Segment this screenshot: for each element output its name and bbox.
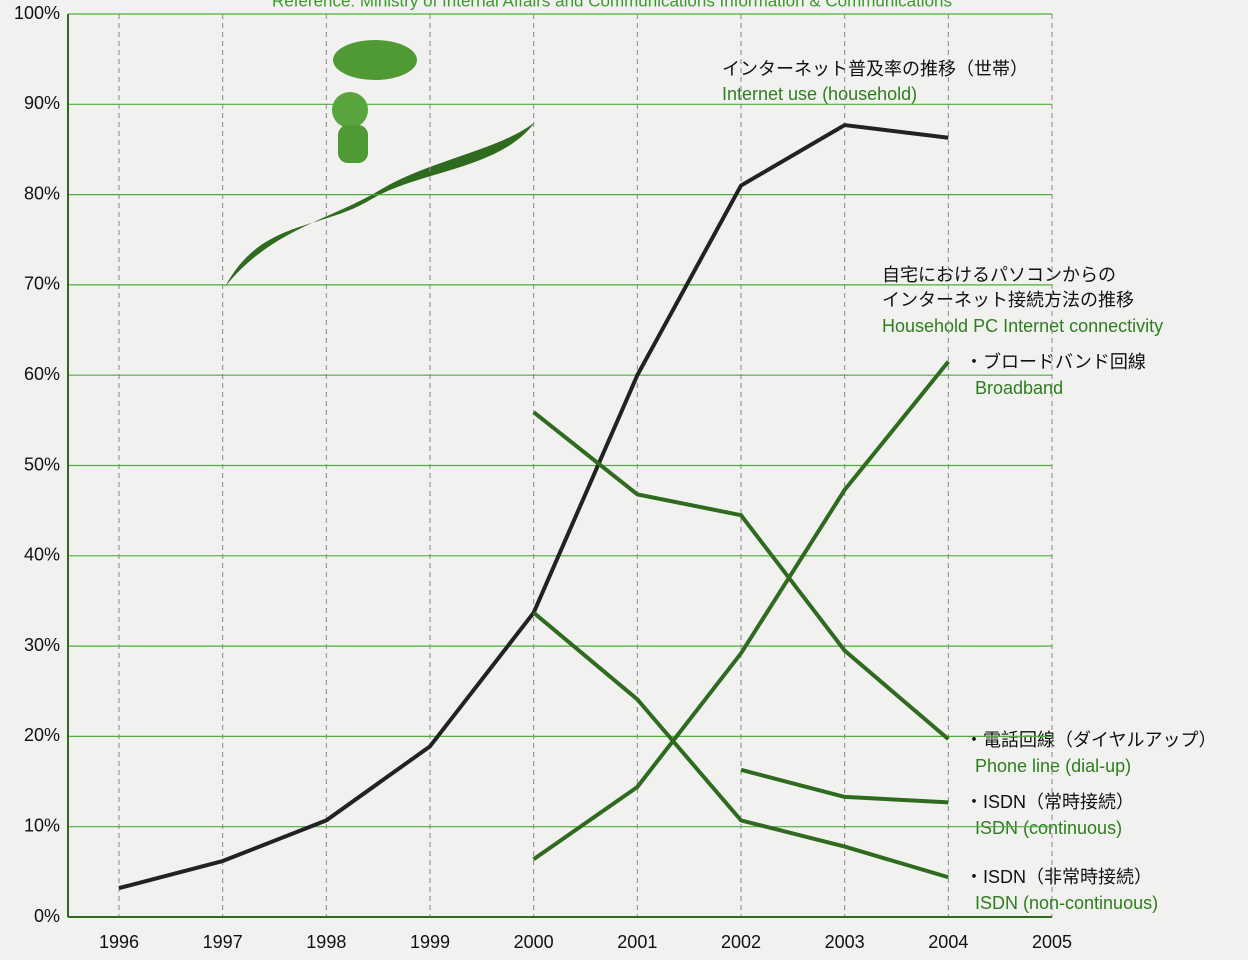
mascot-body xyxy=(338,125,368,163)
y-tick-label: 90% xyxy=(24,93,60,113)
group-title-ja: 自宅におけるパソコンからの xyxy=(882,265,1116,285)
x-tick-label: 2005 xyxy=(1032,932,1072,952)
group-title: Household PC Internet connectivity xyxy=(882,316,1163,336)
series-label: ISDN (non-continuous) xyxy=(975,893,1158,913)
series-label-ja: ・ブロードバンド回線 xyxy=(965,351,1146,372)
y-tick-label: 80% xyxy=(24,183,60,203)
series-label: Internet use (household) xyxy=(722,84,917,104)
x-tick-label: 1997 xyxy=(203,932,243,952)
chart: Reference: Ministry of Internal Affairs … xyxy=(0,0,1248,960)
series-label-ja: ・ISDN（非常時接続） xyxy=(965,867,1152,887)
y-tick-label: 0% xyxy=(34,906,60,926)
page: {"chart_data": {"type": "line", "source"… xyxy=(0,0,1248,960)
y-tick-label: 30% xyxy=(24,635,60,655)
y-tick-label: 40% xyxy=(24,545,60,565)
leaf-decoration xyxy=(225,122,535,287)
x-tick-label: 2002 xyxy=(721,932,761,952)
x-tick-label: 1999 xyxy=(410,932,450,952)
series-label-ja: インターネット普及率の推移（世帯） xyxy=(722,59,1028,79)
group-title-ja: インターネット接続方法の推移 xyxy=(882,290,1134,310)
x-tick-label: 2003 xyxy=(825,932,865,952)
mascot-decoration xyxy=(332,92,368,128)
y-tick-label: 50% xyxy=(24,454,60,474)
x-tick-label: 2001 xyxy=(617,932,657,952)
x-tick-label: 1996 xyxy=(99,932,139,952)
series-label-ja: ・電話回線（ダイヤルアップ） xyxy=(965,730,1216,750)
series-label-ja: ・ISDN（常時接続） xyxy=(965,792,1134,812)
y-tick-label: 70% xyxy=(24,274,60,294)
y-tick-label: 20% xyxy=(24,725,60,745)
y-tick-label: 10% xyxy=(24,815,60,835)
x-tick-label: 2004 xyxy=(928,932,968,952)
series-label: Phone line (dial-up) xyxy=(975,756,1131,776)
y-tick-label: 100% xyxy=(14,3,60,23)
series-label: ISDN (continuous) xyxy=(975,818,1122,838)
source-note: Reference: Ministry of Internal Affairs … xyxy=(272,0,952,10)
parachute-decoration xyxy=(333,40,417,80)
series-label: Broadband xyxy=(975,378,1063,398)
x-tick-label: 1998 xyxy=(306,932,346,952)
x-tick-label: 2000 xyxy=(514,932,554,952)
y-tick-label: 60% xyxy=(24,364,60,384)
